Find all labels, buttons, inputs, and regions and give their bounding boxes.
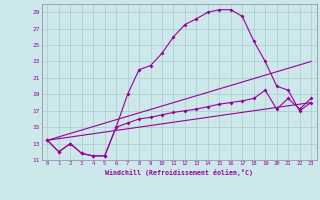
X-axis label: Windchill (Refroidissement éolien,°C): Windchill (Refroidissement éolien,°C) [105, 169, 253, 176]
